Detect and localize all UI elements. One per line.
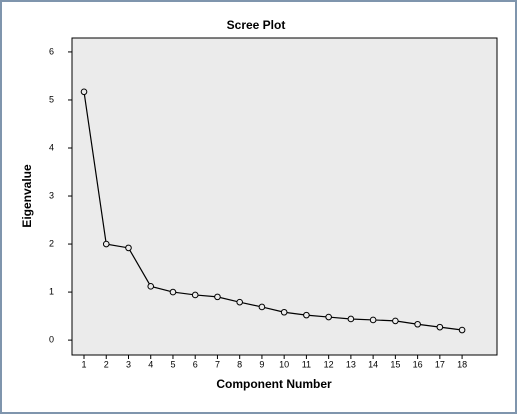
chart-title: Scree Plot <box>227 18 286 32</box>
point <box>325 313 332 321</box>
y-tick-label: 4 <box>49 142 54 152</box>
x-tick-label: 7 <box>215 359 220 369</box>
x-tick-label: 2 <box>104 359 109 369</box>
x-tick-label: 8 <box>237 359 242 369</box>
x-tick-label: 17 <box>435 359 445 369</box>
y-tick-label: 3 <box>49 190 54 200</box>
x-tick-label: 10 <box>279 359 289 369</box>
x-tick-label: 15 <box>390 359 400 369</box>
point <box>392 317 399 325</box>
y-axis-label: Eigenvalue <box>20 164 34 228</box>
point <box>436 323 444 331</box>
point <box>102 240 110 248</box>
point <box>236 298 243 306</box>
point <box>258 303 266 311</box>
y-tick-label: 0 <box>49 334 54 344</box>
point <box>458 326 466 334</box>
point <box>191 291 199 299</box>
x-tick-label: 11 <box>302 359 311 369</box>
x-tick-label: 9 <box>259 359 264 369</box>
x-tick-label: 18 <box>457 359 467 369</box>
point <box>80 88 88 96</box>
point <box>369 316 377 324</box>
y-tick-label: 1 <box>49 286 54 296</box>
x-tick-label: 12 <box>324 359 334 369</box>
x-tick-label: 14 <box>368 359 378 369</box>
y-tick-label: 5 <box>49 94 54 104</box>
x-tick-label: 1 <box>82 359 87 369</box>
x-tick-label: 5 <box>170 359 175 369</box>
point <box>347 315 355 323</box>
point <box>147 283 155 290</box>
x-tick-label: 16 <box>413 359 423 369</box>
x-tick-label: 13 <box>346 359 356 369</box>
x-axis-label: Component Number <box>216 377 332 391</box>
x-tick-label: 6 <box>193 359 198 369</box>
point <box>125 244 132 252</box>
plot-area <box>71 37 498 356</box>
x-tick-label: 3 <box>126 359 131 369</box>
point <box>169 288 177 296</box>
y-tick-label: 6 <box>49 46 54 56</box>
line <box>83 91 463 331</box>
point <box>280 308 288 316</box>
point <box>303 311 310 319</box>
point <box>214 293 221 301</box>
y-tick-label: 2 <box>49 238 54 248</box>
x-tick-label: 4 <box>148 359 153 369</box>
point <box>414 320 421 328</box>
